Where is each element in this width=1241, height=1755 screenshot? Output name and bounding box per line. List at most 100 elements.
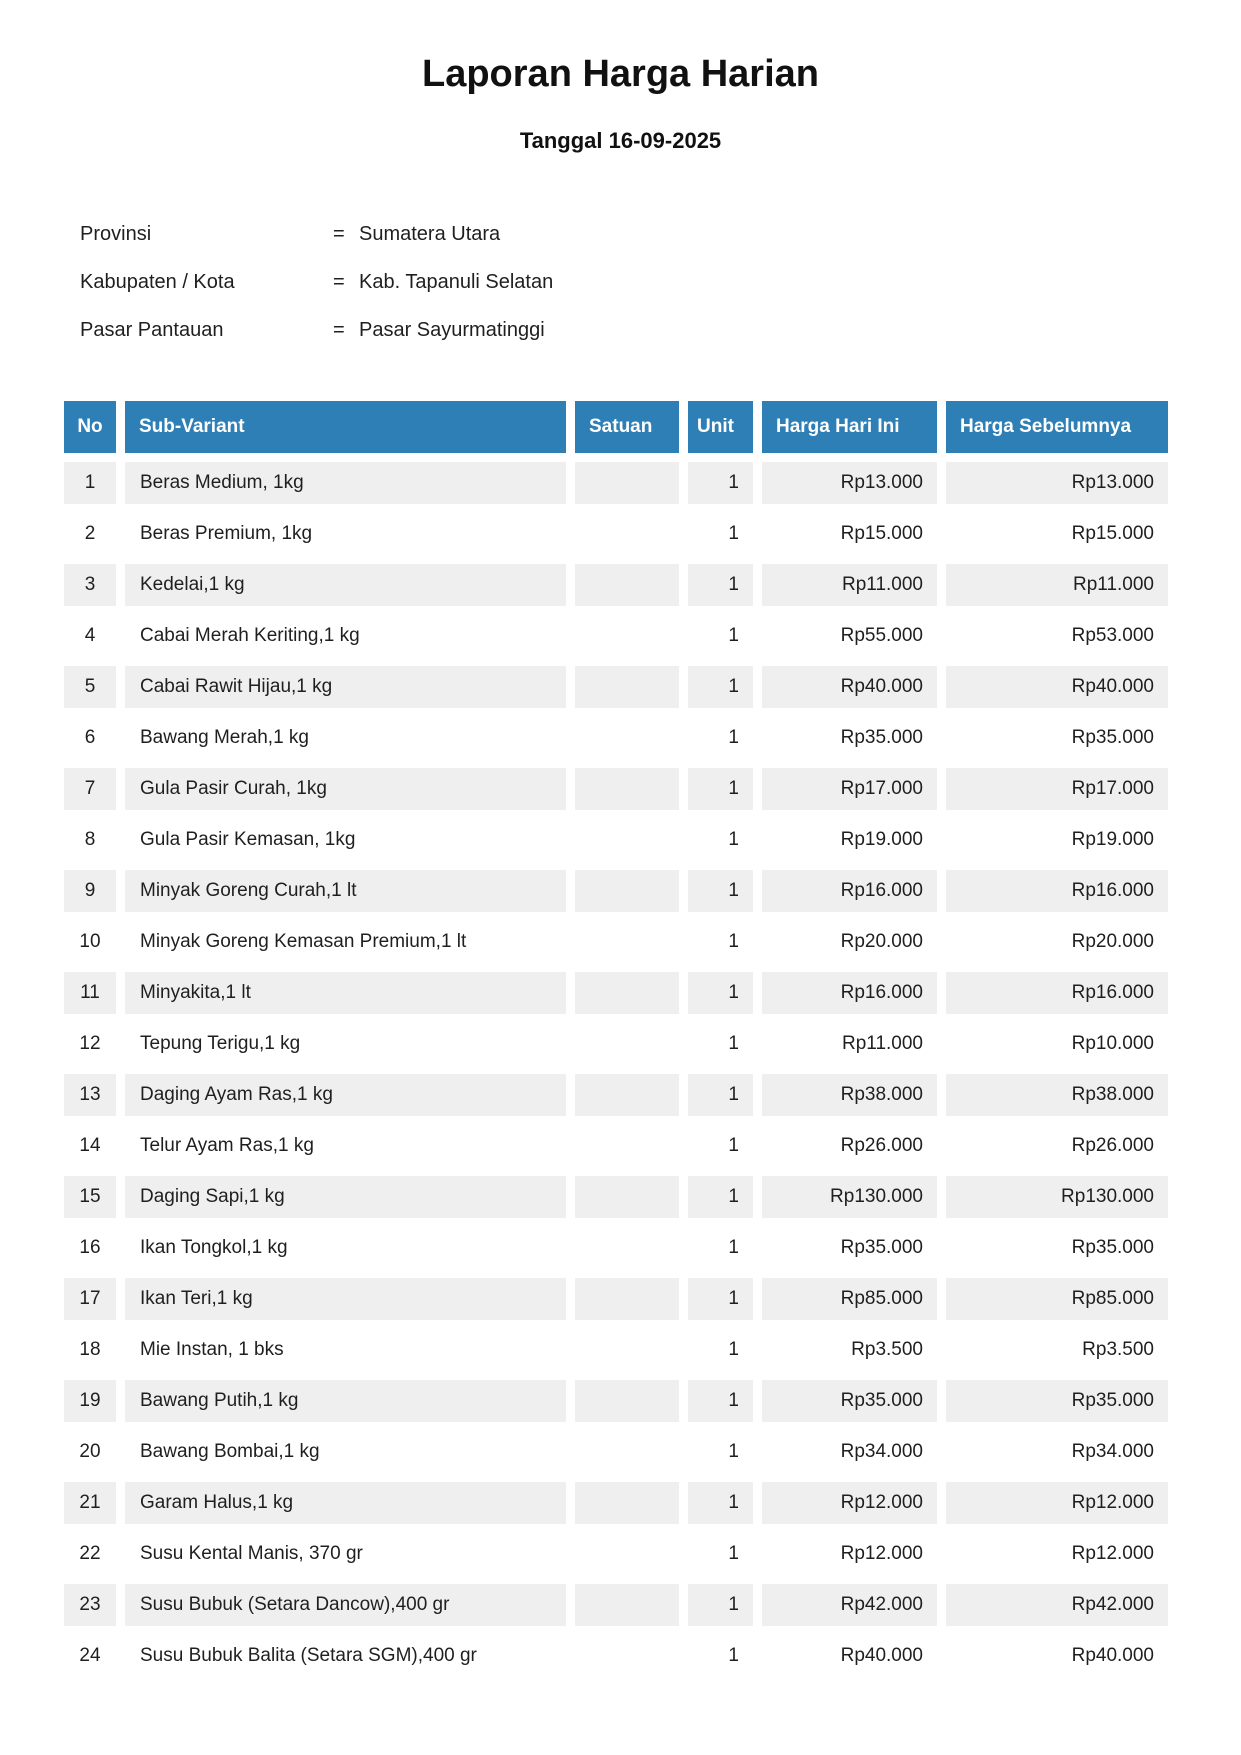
cell-harga-hari-ini: Rp40.000 <box>840 1645 923 1666</box>
cell-unit: 1 <box>688 972 753 1014</box>
cell-sub-variant: Bawang Putih,1 kg <box>125 1380 566 1422</box>
table-row: 9 Minyak Goreng Curah,1 lt 1 Rp16.000 Rp… <box>64 870 1168 912</box>
cell-unit: 1 <box>728 523 739 544</box>
column-header-unit: Unit <box>688 401 753 453</box>
cell-sub-variant: Bawang Bombai,1 kg <box>140 1441 320 1462</box>
cell-satuan <box>575 1431 679 1473</box>
cell-no: 18 <box>79 1339 101 1360</box>
cell-unit: 1 <box>688 462 753 504</box>
cell-no: 7 <box>64 768 116 810</box>
cell-unit: 1 <box>728 1441 739 1462</box>
cell-sub-variant: Minyak Goreng Curah,1 lt <box>125 870 566 912</box>
cell-satuan <box>575 1023 679 1065</box>
cell-no: 6 <box>84 727 96 748</box>
cell-satuan <box>575 1584 679 1626</box>
cell-sub-variant: Minyakita,1 lt <box>125 972 566 1014</box>
cell-sub-variant: Daging Sapi,1 kg <box>125 1176 566 1218</box>
cell-harga-sebelumnya: Rp20.000 <box>1071 931 1154 952</box>
cell-harga-hari-ini: Rp20.000 <box>840 931 923 952</box>
cell-sub-variant: Tepung Terigu,1 kg <box>140 1033 301 1054</box>
cell-unit: 1 <box>688 666 753 708</box>
table-row: 22 Susu Kental Manis, 370 gr 1 Rp12.000 … <box>64 1533 1168 1575</box>
report-metadata: Provinsi = Sumatera Utara Kabupaten / Ko… <box>80 210 553 354</box>
cell-no: 17 <box>64 1278 116 1320</box>
table-row: 19 Bawang Putih,1 kg 1 Rp35.000 Rp35.000 <box>64 1380 1168 1422</box>
cell-sub-variant: Daging Ayam Ras,1 kg <box>125 1074 566 1116</box>
cell-harga-hari-ini: Rp40.000 <box>762 666 937 708</box>
cell-unit: 1 <box>728 1135 739 1156</box>
meta-equals-sign: = <box>333 222 345 245</box>
cell-sub-variant: Kedelai,1 kg <box>125 564 566 606</box>
cell-harga-sebelumnya: Rp34.000 <box>1071 1441 1154 1462</box>
cell-harga-hari-ini: Rp11.000 <box>842 1033 923 1054</box>
cell-harga-hari-ini: Rp26.000 <box>840 1135 923 1156</box>
cell-harga-hari-ini: Rp34.000 <box>840 1441 923 1462</box>
cell-sub-variant: Bawang Merah,1 kg <box>140 727 309 748</box>
cell-unit: 1 <box>728 1033 739 1054</box>
cell-unit: 1 <box>688 1584 753 1626</box>
price-table-header: No Sub-Variant Satuan Unit Harga Hari In… <box>64 401 1168 453</box>
cell-satuan <box>575 921 679 963</box>
table-row: 3 Kedelai,1 kg 1 Rp11.000 Rp11.000 <box>64 564 1168 606</box>
cell-harga-sebelumnya: Rp85.000 <box>946 1278 1168 1320</box>
cell-sub-variant: Telur Ayam Ras,1 kg <box>140 1135 314 1156</box>
cell-satuan <box>575 513 679 555</box>
cell-satuan <box>575 1329 679 1371</box>
cell-unit: 1 <box>688 564 753 606</box>
cell-unit: 1 <box>728 1237 739 1258</box>
table-row: 18 Mie Instan, 1 bks 1 Rp3.500 Rp3.500 <box>64 1329 1168 1371</box>
cell-no: 14 <box>79 1135 101 1156</box>
cell-no: 9 <box>64 870 116 912</box>
cell-no: 13 <box>64 1074 116 1116</box>
cell-harga-hari-ini: Rp13.000 <box>762 462 937 504</box>
cell-no: 22 <box>79 1543 101 1564</box>
table-row: 6 Bawang Merah,1 kg 1 Rp35.000 Rp35.000 <box>64 717 1168 759</box>
cell-satuan <box>575 1278 679 1320</box>
cell-harga-sebelumnya: Rp11.000 <box>946 564 1168 606</box>
meta-row-kabupaten-kota: Kabupaten / Kota = Kab. Tapanuli Selatan <box>80 258 553 306</box>
cell-satuan <box>575 870 679 912</box>
cell-no: 23 <box>64 1584 116 1626</box>
cell-no: 20 <box>79 1441 101 1462</box>
meta-label: Provinsi <box>80 222 152 245</box>
cell-unit: 1 <box>688 1380 753 1422</box>
cell-harga-sebelumnya: Rp16.000 <box>946 972 1168 1014</box>
meta-equals-sign: = <box>333 318 345 341</box>
cell-unit: 1 <box>728 1543 739 1564</box>
table-row: 16 Ikan Tongkol,1 kg 1 Rp35.000 Rp35.000 <box>64 1227 1168 1269</box>
cell-unit: 1 <box>688 1278 753 1320</box>
cell-no: 21 <box>64 1482 116 1524</box>
table-row: 4 Cabai Merah Keriting,1 kg 1 Rp55.000 R… <box>64 615 1168 657</box>
cell-harga-sebelumnya: Rp40.000 <box>946 666 1168 708</box>
table-row: 11 Minyakita,1 lt 1 Rp16.000 Rp16.000 <box>64 972 1168 1014</box>
cell-sub-variant: Gula Pasir Curah, 1kg <box>125 768 566 810</box>
meta-value: Pasar Sayurmatinggi <box>359 318 545 341</box>
cell-unit: 1 <box>728 625 739 646</box>
table-row: 23 Susu Bubuk (Setara Dancow),400 gr 1 R… <box>64 1584 1168 1626</box>
cell-harga-sebelumnya: Rp19.000 <box>1071 829 1154 850</box>
cell-satuan <box>575 717 679 759</box>
cell-harga-hari-ini: Rp55.000 <box>840 625 923 646</box>
cell-harga-sebelumnya: Rp35.000 <box>1071 727 1154 748</box>
cell-harga-sebelumnya: Rp12.000 <box>1071 1543 1154 1564</box>
page-title: Laporan Harga Harian <box>422 53 819 95</box>
cell-harga-sebelumnya: Rp12.000 <box>946 1482 1168 1524</box>
cell-sub-variant: Beras Premium, 1kg <box>140 523 313 544</box>
cell-harga-hari-ini: Rp16.000 <box>762 972 937 1014</box>
cell-sub-variant: Cabai Merah Keriting,1 kg <box>140 625 360 646</box>
table-row: 7 Gula Pasir Curah, 1kg 1 Rp17.000 Rp17.… <box>64 768 1168 810</box>
cell-unit: 1 <box>688 1074 753 1116</box>
cell-no: 1 <box>64 462 116 504</box>
cell-harga-hari-ini: Rp35.000 <box>762 1380 937 1422</box>
cell-sub-variant: Minyak Goreng Kemasan Premium,1 lt <box>140 931 467 952</box>
cell-sub-variant: Gula Pasir Kemasan, 1kg <box>140 829 356 850</box>
cell-harga-hari-ini: Rp38.000 <box>762 1074 937 1116</box>
cell-sub-variant: Susu Bubuk (Setara Dancow),400 gr <box>125 1584 566 1626</box>
cell-unit: 1 <box>728 727 739 748</box>
column-header-harga-hari-ini: Harga Hari Ini <box>762 401 937 453</box>
cell-unit: 1 <box>728 931 739 952</box>
cell-sub-variant: Mie Instan, 1 bks <box>140 1339 284 1360</box>
cell-harga-hari-ini: Rp17.000 <box>762 768 937 810</box>
report-date: Tanggal 16-09-2025 <box>519 128 722 153</box>
cell-satuan <box>575 1635 679 1677</box>
